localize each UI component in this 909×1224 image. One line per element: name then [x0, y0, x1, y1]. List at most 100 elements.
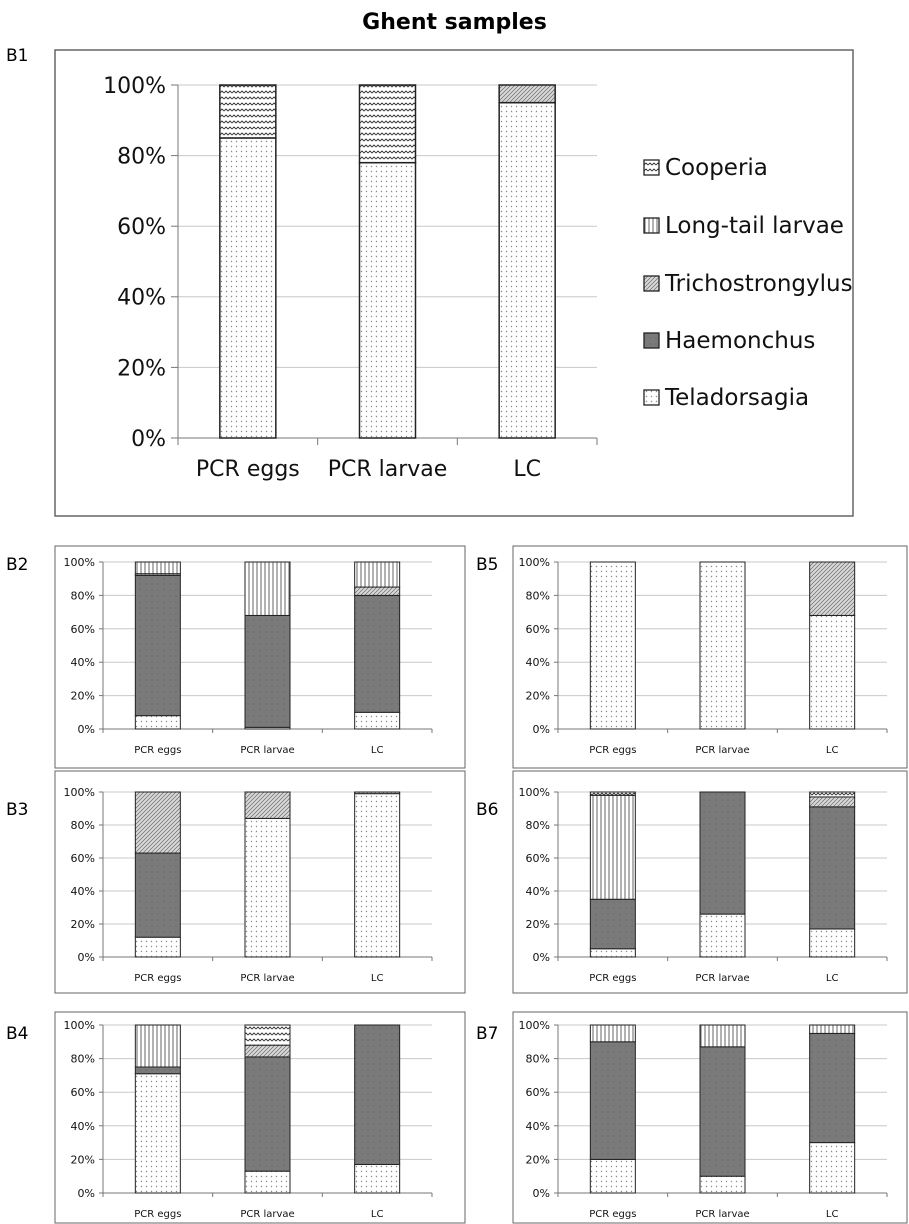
x-tick-label-b7: PCR eggs — [589, 1209, 636, 1220]
chart-frame-b4 — [54, 1011, 466, 1224]
y-tick-label-b4: 80% — [71, 1053, 95, 1066]
bar-segment-long-tail-larvae-b2 — [244, 561, 291, 616]
bar-segment-teladorsagia-b3 — [354, 793, 401, 958]
x-tick-label-b2: PCR eggs — [134, 745, 181, 756]
y-tick-label-b3: 60% — [71, 852, 95, 865]
bar-segment-haemonchus-b2 — [244, 614, 291, 728]
x-tick-label-b3: LC — [371, 973, 384, 984]
panel-label-b2: B2 — [6, 555, 29, 575]
chart-frame-b1 — [54, 49, 854, 517]
bar-segment-haemonchus-b6 — [699, 791, 746, 915]
bar-segment-trichostrongylus-b2 — [354, 586, 401, 596]
bar-segment-long-tail-larvae-b4 — [134, 1024, 181, 1068]
y-tick-label-b5: 80% — [526, 589, 550, 602]
bar-segment-teladorsagia-b4 — [354, 1163, 401, 1194]
bar-segment-cooperia-b1 — [219, 84, 277, 139]
bar-segment-long-tail-larvae-b6 — [589, 794, 636, 900]
bar-segment-trichostrongylus-b4 — [244, 1044, 291, 1058]
legend-label-long-tail-larvae: Long-tail larvae — [665, 213, 844, 239]
chart-frame-b3 — [54, 770, 466, 994]
y-tick-label-b2: 40% — [71, 656, 95, 669]
bar-segment-teladorsagia-b1 — [219, 137, 277, 439]
legend: Cooperia Long-tail larvae Trichostrongylus… — [643, 155, 853, 411]
y-tick-label-b6: 80% — [526, 819, 550, 832]
x-tick-label-b4: PCR larvae — [240, 1209, 294, 1220]
y-tick-label-b1: 100% — [103, 74, 166, 99]
bar-segment-teladorsagia-b7 — [809, 1142, 856, 1194]
y-tick-label-b6: 100% — [519, 786, 550, 799]
bar-segment-teladorsagia-b6 — [589, 948, 636, 958]
bar-segment-cooperia-b1 — [358, 84, 417, 164]
chart-frame-b2 — [54, 545, 466, 769]
bar-segment-trichostrongylus-b5 — [809, 561, 856, 616]
y-tick-label-b3: 40% — [71, 885, 95, 898]
bar-segment-trichostrongylus-b3 — [134, 791, 181, 854]
figure-title: Ghent samples — [362, 10, 547, 35]
bar-segment-long-tail-larvae-b7 — [699, 1024, 746, 1048]
bar-segment-haemonchus-b7 — [699, 1046, 746, 1177]
bar-segment-teladorsagia-b4 — [244, 1170, 291, 1194]
bar-segment-haemonchus-b7 — [809, 1032, 856, 1144]
bar-segment-haemonchus-b4 — [354, 1024, 401, 1165]
panel-label-b4: B4 — [6, 1024, 29, 1044]
chart-b6: 0% 20% 40% 60% 80% 100% PCR eggs PCR larvae LC — [512, 770, 908, 994]
bar-segment-long-tail-larvae-b7 — [589, 1024, 636, 1043]
y-tick-label-b2: 20% — [71, 690, 95, 703]
y-tick-label-b1: 0% — [131, 427, 166, 452]
bar-segment-teladorsagia-b5 — [589, 561, 636, 730]
x-tick-label-b5: PCR eggs — [589, 745, 636, 756]
bar-segment-long-tail-larvae-b7 — [809, 1024, 856, 1034]
bar-segment-teladorsagia-b6 — [809, 928, 856, 958]
panel-label-b3: B3 — [6, 800, 29, 820]
y-tick-label-b4: 40% — [71, 1120, 95, 1133]
y-tick-label-b1: 60% — [117, 215, 166, 240]
y-tick-label-b1: 80% — [117, 145, 166, 170]
y-tick-label-b4: 100% — [64, 1019, 95, 1032]
bar-segment-teladorsagia-b1 — [498, 101, 556, 439]
legend-label-trichostrongylus: Trichostrongylus — [664, 271, 853, 297]
x-tick-label-b2: LC — [371, 745, 384, 756]
x-tick-label-b1: LC — [513, 457, 541, 482]
y-tick-label-b1: 40% — [117, 286, 166, 311]
x-tick-label-b4: PCR eggs — [134, 1209, 181, 1220]
bar-segment-teladorsagia-b2 — [134, 715, 181, 730]
bar-segment-teladorsagia-b7 — [699, 1175, 746, 1194]
bar-segment-teladorsagia-b3 — [134, 936, 181, 958]
chart-b4: 0% 20% 40% 60% 80% 100% PCR eggs PCR larvae LC — [54, 1011, 466, 1224]
bar-segment-trichostrongylus-b6 — [809, 796, 856, 808]
y-tick-label-b5: 20% — [526, 690, 550, 703]
y-tick-label-b2: 60% — [71, 623, 95, 636]
legend-label-cooperia: Cooperia — [665, 155, 768, 181]
bar-segment-teladorsagia-b6 — [699, 913, 746, 958]
bar-segment-haemonchus-b4 — [244, 1056, 291, 1172]
y-tick-label-b3: 20% — [71, 918, 95, 931]
y-tick-label-b7: 0% — [533, 1187, 550, 1200]
y-tick-label-b6: 0% — [533, 951, 550, 964]
y-tick-label-b5: 100% — [519, 556, 550, 569]
x-tick-label-b6: LC — [826, 973, 839, 984]
x-tick-label-b3: PCR larvae — [240, 973, 294, 984]
y-tick-label-b5: 0% — [533, 723, 550, 736]
x-tick-label-b7: LC — [826, 1209, 839, 1220]
legend-label-teladorsagia: Teladorsagia — [664, 385, 809, 411]
x-tick-label-b6: PCR eggs — [589, 973, 636, 984]
bar-segment-teladorsagia-b1 — [358, 161, 417, 439]
legend-swatch-haemonchus — [643, 332, 660, 349]
chart-b7: 0% 20% 40% 60% 80% 100% PCR eggs PCR larvae LC — [512, 1011, 908, 1224]
bar-segment-trichostrongylus-b3 — [354, 791, 401, 795]
bar-segment-teladorsagia-b5 — [699, 561, 746, 730]
y-tick-label-b7: 100% — [519, 1019, 550, 1032]
legend-swatch-trichostrongylus — [643, 275, 660, 292]
legend-swatch-cooperia — [643, 159, 660, 176]
y-tick-label-b4: 20% — [71, 1153, 95, 1166]
y-tick-label-b5: 60% — [526, 623, 550, 636]
bar-segment-teladorsagia-b4 — [134, 1073, 181, 1194]
x-tick-label-b4: LC — [371, 1209, 384, 1220]
bar-segment-teladorsagia-b5 — [809, 614, 856, 730]
chart-b2: 0% 20% 40% 60% 80% 100% PCR eggs PCR larvae LC — [54, 545, 466, 769]
bar-segment-haemonchus-b2 — [134, 574, 181, 717]
x-tick-label-b3: PCR eggs — [134, 973, 181, 984]
panel-label-b5: B5 — [476, 555, 499, 575]
y-tick-label-b4: 0% — [78, 1187, 95, 1200]
